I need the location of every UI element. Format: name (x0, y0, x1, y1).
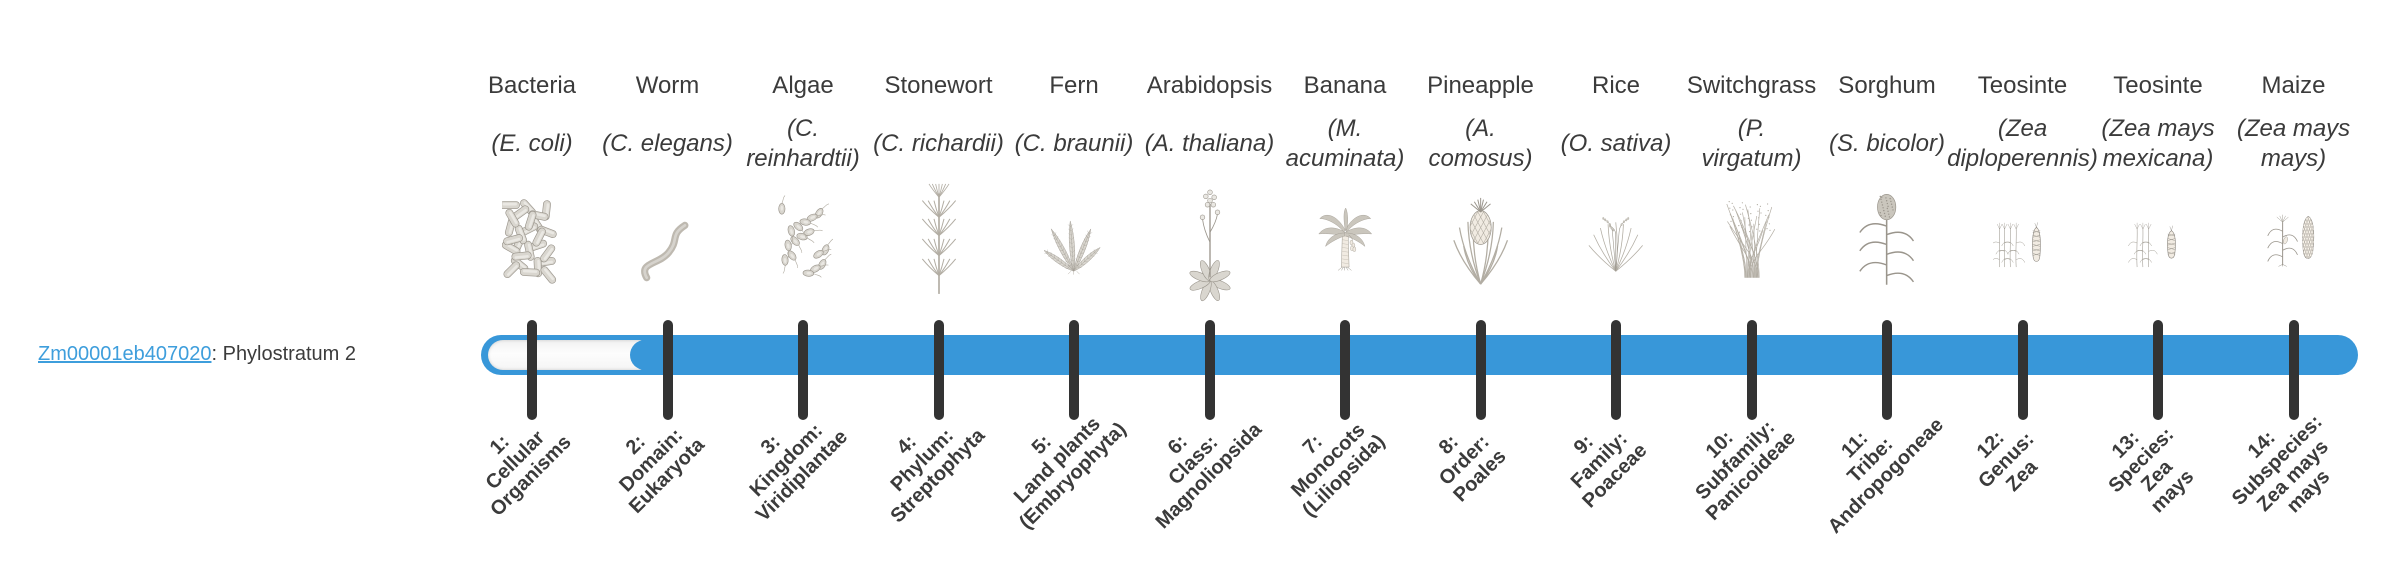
phylostratum-tick-5 (1069, 320, 1079, 420)
phylostratum-tick-6 (1204, 320, 1215, 420)
phylostratum-label: 14: Subspecies: Zea mays mays (2227, 410, 2334, 518)
organism-species: (A. thaliana) (1144, 130, 1275, 157)
sorghum-illustration (1857, 168, 1917, 306)
organism-name: Sorghum (1838, 72, 1936, 99)
phylostratum-label: 9: Family: Poaceae (1566, 427, 1652, 513)
organism-species: (C. richardii) (873, 130, 1004, 157)
organism-name: Arabidopsis (1146, 72, 1273, 99)
organism-species: (S. bicolor) (1828, 130, 1946, 157)
organism-name: Teosinte (1977, 72, 2068, 99)
phylostratum-tick-8 (1475, 320, 1486, 420)
gene-phylostratum-text: : Phylostratum 2 (211, 343, 356, 365)
organism-species: (Zea diploperennis) (1947, 115, 2098, 172)
phylostratum-label: 3: Kingdom: Viridiplantae (745, 419, 852, 526)
phylostratum-tick-3 (798, 320, 808, 420)
maize-illustration (2264, 168, 2324, 306)
organism-species: (A. comosus) (1428, 115, 1533, 172)
organism-name: Stonewort (884, 72, 993, 99)
phylostratum-tick-13 (2153, 320, 2163, 420)
unfilled-track (488, 340, 653, 370)
phylostratum-label: 6: Class: Magnoliopsida (1151, 418, 1266, 534)
phylostratum-tick-4 (933, 320, 944, 420)
filled-range (630, 340, 2353, 370)
organism-name: Worm (635, 72, 700, 99)
phylostratum-label: 8: Order: Poales (1434, 430, 1510, 507)
phylostratum-tick-7 (1340, 320, 1350, 420)
switchgrass-illustration (1722, 168, 1782, 306)
phylostratum-bar (481, 335, 2358, 375)
organism-name: Maize (2261, 72, 2326, 99)
organism-name: Rice (1591, 72, 1641, 99)
phylostratum-label: 7: Monocots (Liliopsida) (1287, 419, 1390, 522)
organism-name: Banana (1303, 72, 1387, 99)
phylostratum-label: 1: Cellular Organisms (481, 426, 576, 521)
phylostratum-label: 12: Genus: Zea (1972, 426, 2042, 496)
organism-species: (C. braunii) (1014, 130, 1134, 157)
organism-name: Bacteria (487, 72, 577, 99)
phylostratum-label: 11: Tribe: Andropogoneae (1823, 413, 1948, 538)
fern-illustration (1044, 168, 1104, 306)
organism-name: Fern (1049, 72, 1099, 99)
phylostratum-label: 13: Species: Zea mays (2104, 423, 2199, 518)
teosinte-mexicana-illustration (2128, 168, 2188, 306)
organism-name: Algae (772, 72, 834, 99)
banana-illustration (1315, 168, 1375, 306)
worm-illustration (638, 168, 698, 306)
algae-illustration (773, 168, 833, 306)
phylostratum-label: 4: Phylum: Streptophyta (886, 424, 989, 528)
arabidopsis-illustration (1180, 168, 1240, 306)
organism-name: Teosinte (2113, 72, 2203, 99)
stonewort-illustration (909, 168, 969, 306)
organism-species: (M. acuminata) (1285, 115, 1405, 172)
phylostratum-tick-10 (1746, 320, 1757, 420)
bacteria-illustration (502, 168, 562, 306)
organism-species: (C. elegans) (602, 130, 733, 157)
organism-species: (C. reinhardtii) (746, 115, 860, 172)
organism-species: (Zea mays mays) (2236, 115, 2351, 172)
phylostratum-tick-1 (527, 320, 537, 420)
phylostratum-label: 2: Domain: Eukaryota (614, 424, 709, 518)
phylostratum-tick-9 (1611, 320, 1621, 420)
organism-species: (E. coli) (491, 130, 573, 157)
organism-name: Switchgrass (1686, 72, 1817, 99)
teosinte-diploperennis-illustration (1992, 168, 2053, 306)
phylostratum-tick-2 (662, 320, 673, 420)
pineapple-illustration (1451, 168, 1511, 306)
gene-label: Zm00001eb407020: Phylostratum 2 (38, 341, 356, 367)
gene-link[interactable]: Zm00001eb407020 (38, 343, 212, 365)
phylostratum-tick-11 (1882, 320, 1892, 420)
phylostratum-tick-12 (2017, 320, 2028, 420)
organism-name: Pineapple (1427, 72, 1534, 99)
phylostratum-label: 5: Land plants (Embryophyta) (1009, 412, 1131, 534)
organism-species: (Zea mays mexicana) (2101, 115, 2215, 172)
rice-illustration (1586, 168, 1646, 306)
organism-species: (O. sativa) (1560, 130, 1672, 157)
phylostratum-label: 10: Subfamily: Panicoideae (1690, 416, 1800, 525)
organism-species: (P. virgatum) (1701, 115, 1802, 172)
phylostratum-tick-14 (2288, 320, 2299, 420)
